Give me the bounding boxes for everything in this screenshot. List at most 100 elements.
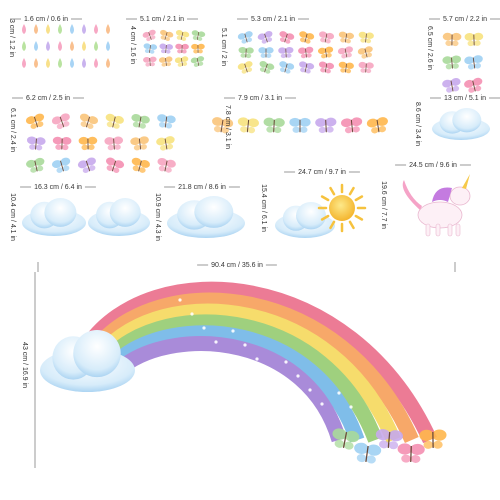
wing xyxy=(410,443,425,456)
wing xyxy=(360,38,366,43)
wing xyxy=(157,114,168,122)
cloud-part xyxy=(44,198,77,227)
wing xyxy=(159,43,167,50)
wing xyxy=(352,126,360,133)
butterfly xyxy=(419,429,447,449)
wing xyxy=(161,49,166,54)
wing xyxy=(182,61,188,66)
sparkle xyxy=(337,391,341,395)
wing xyxy=(34,157,45,166)
butterfly xyxy=(319,31,335,44)
wing xyxy=(150,35,156,40)
wing xyxy=(345,62,354,69)
wing xyxy=(365,62,374,69)
wing xyxy=(320,67,326,73)
wing xyxy=(165,44,173,50)
wing xyxy=(165,49,171,54)
wing xyxy=(145,62,151,67)
wing xyxy=(26,159,36,168)
wing xyxy=(279,31,288,38)
wing xyxy=(157,157,168,166)
wing xyxy=(158,122,166,128)
wing xyxy=(165,122,173,129)
raindrop xyxy=(22,24,26,34)
cloud xyxy=(40,330,135,392)
wing xyxy=(286,33,295,40)
butterfly xyxy=(131,114,150,129)
body xyxy=(59,116,65,128)
wing xyxy=(264,31,273,38)
wing xyxy=(315,118,327,127)
raindrop xyxy=(70,58,74,68)
wing xyxy=(82,167,90,174)
body xyxy=(364,48,368,58)
wing xyxy=(371,127,379,134)
butterfly xyxy=(397,443,425,463)
raindrop xyxy=(58,58,62,68)
wing xyxy=(114,144,121,150)
height-label: 5.1 cm / 2 in xyxy=(220,28,227,66)
butterfly xyxy=(104,136,124,151)
wing xyxy=(112,167,120,173)
raindrop xyxy=(22,41,26,51)
wing xyxy=(238,46,247,54)
wing xyxy=(298,47,307,54)
wing xyxy=(175,43,183,50)
wing xyxy=(467,63,475,70)
body xyxy=(60,160,64,172)
wing xyxy=(26,136,37,145)
wing xyxy=(114,115,124,124)
wing xyxy=(148,29,156,36)
butterfly xyxy=(278,46,294,59)
body xyxy=(180,58,184,66)
wing xyxy=(161,62,167,67)
wing xyxy=(246,67,253,73)
butterfly xyxy=(131,157,150,173)
wing xyxy=(174,57,183,64)
wing xyxy=(366,52,372,58)
butterfly xyxy=(317,46,334,59)
wing xyxy=(361,54,367,59)
wing xyxy=(158,165,166,172)
body xyxy=(450,80,454,92)
wing xyxy=(279,37,286,43)
wing xyxy=(88,144,95,150)
butterfly xyxy=(157,157,176,173)
butterfly xyxy=(279,61,295,74)
sun-ray xyxy=(329,186,336,196)
wing xyxy=(419,429,434,441)
butterfly xyxy=(105,157,125,173)
wing xyxy=(164,136,175,144)
wing xyxy=(81,144,89,151)
wing xyxy=(345,38,351,44)
height-label: 6.5 cm / 2.6 in xyxy=(426,26,433,70)
wing xyxy=(318,61,327,68)
butterfly xyxy=(315,117,337,134)
unicorn-body xyxy=(417,201,463,229)
raindrop xyxy=(106,41,110,51)
wing xyxy=(237,117,250,127)
wing xyxy=(131,157,142,166)
wing xyxy=(289,117,301,127)
raindrop xyxy=(46,24,50,34)
wing xyxy=(472,55,483,63)
butterfly xyxy=(338,61,354,74)
body xyxy=(344,33,348,43)
rainbow-band xyxy=(96,303,401,443)
wing xyxy=(442,56,453,64)
wing xyxy=(334,439,345,448)
height-label: 43 cm / 16.9 in xyxy=(21,342,28,388)
body xyxy=(305,48,307,58)
wing xyxy=(88,116,99,125)
wing xyxy=(132,165,140,172)
wing xyxy=(451,40,459,47)
wing xyxy=(56,123,64,130)
wing xyxy=(265,47,274,54)
body xyxy=(165,57,167,67)
body xyxy=(112,116,116,128)
body xyxy=(244,33,248,43)
wing xyxy=(325,117,337,127)
wing xyxy=(62,121,70,127)
wing xyxy=(247,118,259,128)
body xyxy=(387,431,391,449)
